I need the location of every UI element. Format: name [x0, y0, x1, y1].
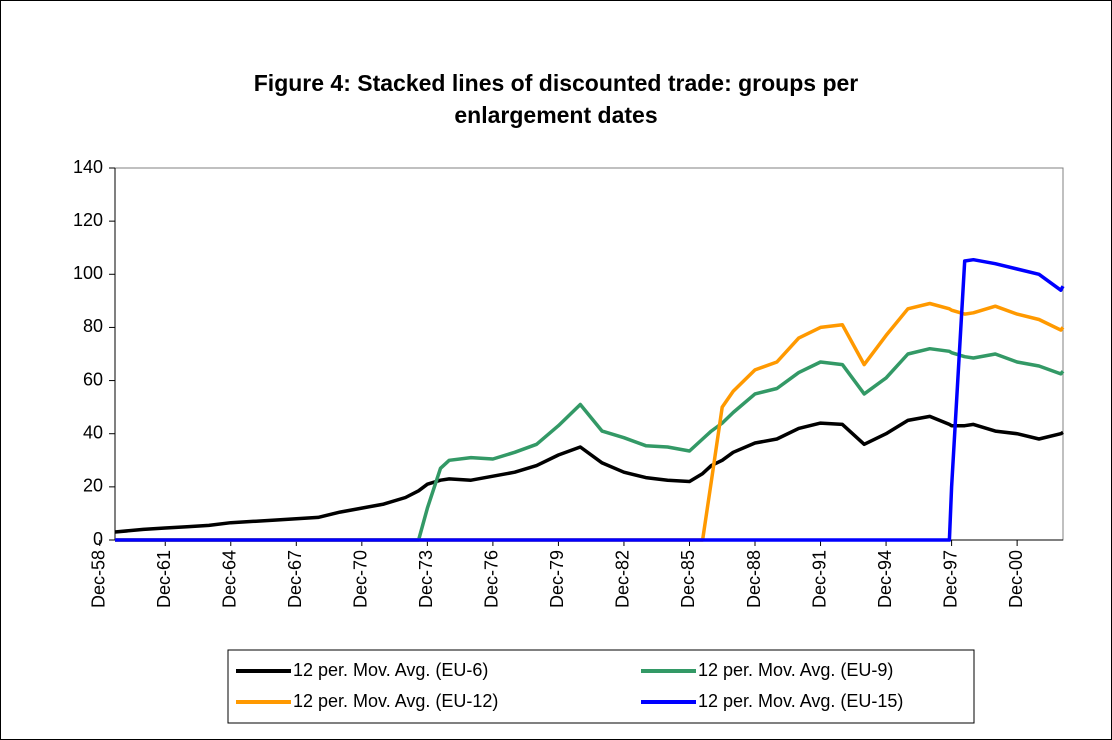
legend-label: 12 per. Mov. Avg. (EU-6) [293, 660, 488, 680]
x-tick-label: Dec-85 [678, 550, 698, 608]
y-tick-label: 20 [83, 476, 103, 496]
y-tick-label: 80 [83, 316, 103, 336]
y-tick-label: 60 [83, 369, 103, 389]
x-tick-label: Dec-88 [744, 550, 764, 608]
x-tick-label: Dec-91 [809, 550, 829, 608]
y-tick-label: 140 [73, 157, 103, 177]
x-tick-label: Dec-94 [875, 550, 895, 608]
chart-title: Figure 4: Stacked lines of discounted tr… [254, 70, 859, 96]
x-tick-label: Dec-82 [613, 550, 633, 608]
series-line [114, 414, 1064, 534]
legend-label: 12 per. Mov. Avg. (EU-15) [698, 691, 903, 711]
x-tick-label: Dec-61 [154, 550, 174, 608]
x-tick-label: Dec-73 [416, 550, 436, 608]
x-tick-label: Dec-97 [940, 550, 960, 608]
x-tick-label: Dec-70 [351, 550, 371, 608]
x-tick-label: Dec-67 [285, 550, 305, 608]
y-tick-label: 120 [73, 210, 103, 230]
x-tick-label: Dec-00 [1006, 550, 1026, 608]
y-tick-label: 40 [83, 422, 103, 442]
y-tick-label: 100 [73, 263, 103, 283]
legend-box [227, 649, 975, 724]
x-tick-label: Dec-76 [482, 550, 502, 608]
x-tick-label: Dec-79 [547, 550, 567, 608]
x-tick-label: Dec-58 [88, 550, 108, 608]
chart-title: enlargement dates [454, 102, 657, 128]
x-tick-label: Dec-64 [220, 550, 240, 608]
legend-label: 12 per. Mov. Avg. (EU-9) [698, 660, 893, 680]
legend-label: 12 per. Mov. Avg. (EU-12) [293, 691, 498, 711]
series-line [115, 257, 1065, 542]
y-tick-label: 0 [93, 529, 103, 549]
